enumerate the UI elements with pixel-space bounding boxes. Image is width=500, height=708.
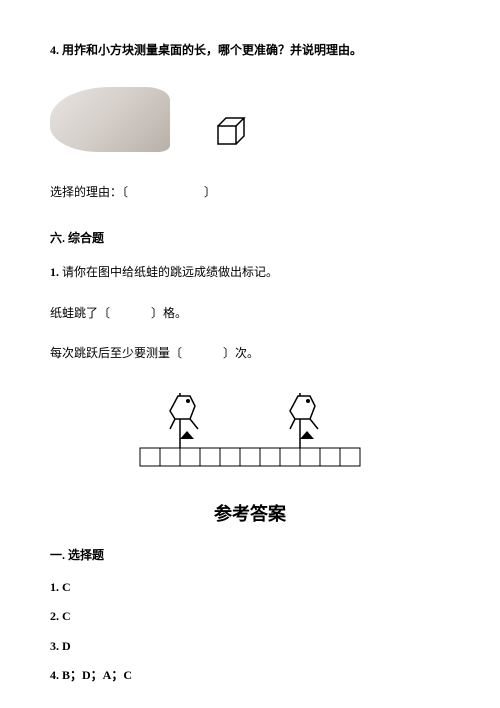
question-4: 4. 用拃和小方块测量桌面的长，哪个更准确？并说明理由。 <box>50 40 450 62</box>
answer-item: 3. D <box>50 636 450 658</box>
frog-diagram <box>50 383 450 473</box>
reason-close: 〕 <box>204 185 216 199</box>
answer-item: 4. B；D；A；C <box>50 665 450 687</box>
cube-image <box>210 112 250 152</box>
fill1-suffix: 〕格。 <box>151 306 187 320</box>
q4-number: 4. <box>50 43 59 57</box>
fill2-prefix: 每次跳跃后至少要测量〔 <box>50 346 182 360</box>
hand-image <box>50 87 170 152</box>
reason-line: 选择的理由：〔 〕 <box>50 182 450 204</box>
s6-q1-text: 请你在图中给纸蛙的跳远成绩做出标记。 <box>62 265 278 279</box>
answer-item: 1. C <box>50 577 450 599</box>
fill-line-2: 每次跳跃后至少要测量〔 〕次。 <box>50 343 450 365</box>
fill1-prefix: 纸蛙跳了〔 <box>50 306 110 320</box>
fill2-suffix: 〕次。 <box>223 346 259 360</box>
q4-text: 用拃和小方块测量桌面的长，哪个更准确？并说明理由。 <box>62 43 362 57</box>
section6-q1: 1. 请你在图中给纸蛙的跳远成绩做出标记。 <box>50 262 450 284</box>
answer-section-title: 一. 选择题 <box>50 545 450 567</box>
q4-images <box>50 82 450 152</box>
section-6-title: 六. 综合题 <box>50 228 450 250</box>
s6-q1-number: 1. <box>50 265 59 279</box>
answers-title: 参考答案 <box>50 498 450 530</box>
answer-item: 2. C <box>50 606 450 628</box>
reason-label: 选择的理由：〔 <box>50 185 128 199</box>
fill-line-1: 纸蛙跳了〔 〕格。 <box>50 303 450 325</box>
